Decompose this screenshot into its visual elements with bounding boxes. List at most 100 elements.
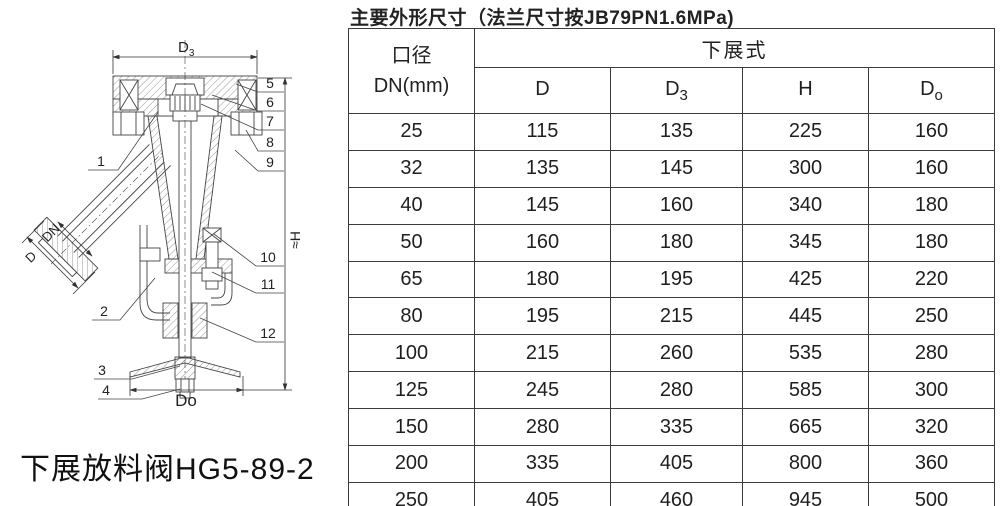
- table-cell: 340: [742, 186, 869, 225]
- table-cell: 180: [610, 223, 743, 262]
- table-cell: 180: [868, 223, 995, 262]
- table-cell: 145: [474, 186, 611, 225]
- flange-bolt-right: [230, 79, 263, 136]
- table-row: 80 195 215 445 250: [348, 297, 995, 336]
- table-cell: 300: [742, 149, 869, 188]
- table-row: 32 135 145 300 160: [348, 149, 995, 188]
- table-cell: 115: [474, 113, 611, 151]
- table-cell: 665: [742, 408, 869, 447]
- table-cell: 50: [348, 223, 475, 262]
- yoke-bracket: [139, 225, 233, 321]
- table-cell: 425: [742, 260, 869, 299]
- dimension-lines: [21, 50, 292, 396]
- table-cell: 32: [348, 149, 475, 188]
- table-cell: 160: [868, 149, 995, 188]
- header-caliber: 口径 DN(mm): [348, 28, 475, 114]
- table-cell: 500: [868, 481, 995, 506]
- dimensions-table: 口径 DN(mm) 下展式 D D3 H Do 25 115 135 225 160 32…: [348, 28, 995, 506]
- table-cell: 405: [474, 481, 611, 506]
- table-cell: 280: [868, 334, 995, 373]
- valve-body-group: [33, 40, 263, 402]
- dim-label-d3: D3: [178, 39, 195, 59]
- table-cell: 460: [610, 481, 743, 506]
- table-cell: 245: [474, 371, 611, 410]
- table-row: 40 145 160 340 180: [348, 186, 995, 225]
- table-cell: 195: [610, 260, 743, 299]
- part-number: 8: [266, 134, 274, 150]
- table-cell: 80: [348, 297, 475, 336]
- header-caliber-line2: DN(mm): [373, 75, 450, 97]
- table-cell: 585: [742, 371, 869, 410]
- part-number: 9: [266, 154, 274, 170]
- part-number: 3: [98, 362, 106, 378]
- table-cell: 405: [610, 445, 743, 483]
- part-number: 7: [266, 113, 274, 129]
- table-cell: 135: [474, 149, 611, 188]
- stem-guide: [162, 302, 208, 339]
- table-cell: 260: [610, 334, 743, 373]
- table-cell: 195: [474, 297, 611, 336]
- bonnet-flange: [112, 75, 258, 117]
- header-group: 下展式: [474, 28, 995, 68]
- flange-bolt-left: [112, 79, 145, 136]
- table-cell: 320: [868, 408, 995, 447]
- table-cell: 125: [348, 371, 475, 410]
- part-number: 4: [102, 382, 110, 398]
- page-title: 主要外形尺寸（法兰尺寸按JB79PN1.6MPa): [350, 8, 735, 29]
- table-cell: 535: [742, 334, 869, 373]
- table-cell: 280: [474, 408, 611, 447]
- part-number: 11: [261, 276, 276, 292]
- dim-label-d: D: [22, 248, 39, 265]
- table-cell: 945: [742, 481, 869, 506]
- table-cell: 215: [610, 297, 743, 336]
- table-cell: 180: [474, 260, 611, 299]
- table-cell: 250: [348, 481, 475, 506]
- table-cell: 160: [474, 223, 611, 262]
- table-cell: 135: [610, 113, 743, 151]
- table-cell: 225: [742, 113, 869, 151]
- table-cell: 215: [474, 334, 611, 373]
- header-col-do: Do: [868, 67, 995, 114]
- drawing-caption: 下展放料阀HG5-89-2: [20, 453, 315, 486]
- table-cell: 40: [348, 186, 475, 225]
- table-cell: 65: [348, 260, 475, 299]
- table-cell: 250: [868, 297, 995, 336]
- table-cell: 150: [348, 408, 475, 447]
- part-numbers: 1 2 3 4 5 6 7 8 9 10 11 12: [97, 75, 276, 398]
- table-cell: 335: [610, 408, 743, 447]
- table-row: 125 245 280 585 300: [348, 371, 995, 410]
- part-number: 2: [100, 303, 108, 319]
- part-leaders: [88, 83, 284, 400]
- dim-label-h: ≈H: [287, 231, 303, 249]
- table-row: 65 180 195 425 220: [348, 260, 995, 299]
- dim-label-do: Do: [175, 391, 197, 410]
- table-cell: 800: [742, 445, 869, 483]
- table-cell: 220: [868, 260, 995, 299]
- table-cell: 360: [868, 445, 995, 483]
- header-col-d3: D3: [610, 67, 743, 114]
- table-cell: 445: [742, 297, 869, 336]
- table-row: 50 160 180 345 180: [348, 223, 995, 262]
- table-row: 25 115 135 225 160: [348, 113, 995, 151]
- table-cell: 160: [868, 113, 995, 151]
- table-row: 150 280 335 665 320: [348, 408, 995, 447]
- valve-drawing: D3 ≈H Do DN D 1 2 3 4 5 6 7 8: [21, 39, 303, 410]
- header-col-d: D: [474, 67, 611, 114]
- header-col-h: H: [742, 67, 869, 114]
- table-cell: 160: [610, 186, 743, 225]
- table-cell: 300: [868, 371, 995, 410]
- table-cell: 335: [474, 445, 611, 483]
- table-cell: 145: [610, 149, 743, 188]
- table-row: 200 335 405 800 360: [348, 445, 995, 483]
- table-cell: 280: [610, 371, 743, 410]
- table-cell: 345: [742, 223, 869, 262]
- table-cell: 180: [868, 186, 995, 225]
- table-cell: 100: [348, 334, 475, 373]
- part-number: 10: [260, 249, 276, 265]
- table-cell: 200: [348, 445, 475, 483]
- header-caliber-line1: 口径: [391, 45, 432, 67]
- part-number: 5: [266, 75, 274, 91]
- table-row: 100 215 260 535 280: [348, 334, 995, 373]
- table-body: 25 115 135 225 160 32 135 145 300 160 40 145 160 340 1…: [348, 113, 995, 506]
